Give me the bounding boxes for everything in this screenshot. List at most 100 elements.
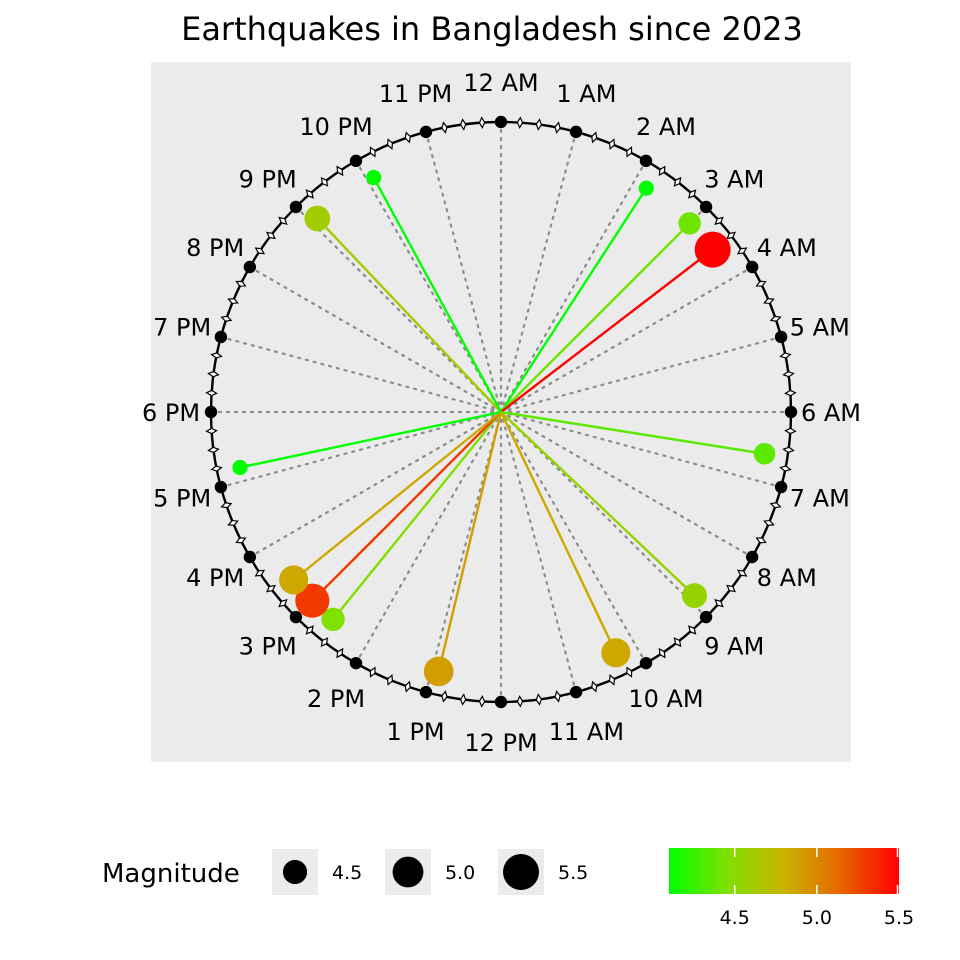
quarter-hour-tick	[478, 116, 486, 129]
quarter-hour-tick	[205, 427, 218, 435]
hour-marker	[349, 154, 363, 168]
colorbar-label: 5.5	[884, 907, 914, 929]
quarter-hour-tick	[626, 666, 633, 678]
hour-marker	[745, 260, 759, 274]
earthquake-spoke	[239, 410, 502, 469]
hour-gridline	[294, 205, 503, 414]
quarter-hour-tick	[320, 637, 329, 648]
quarter-hour-tick	[210, 465, 223, 472]
quarter-hour-tick	[278, 216, 288, 225]
hour-gridline	[499, 410, 708, 619]
earthquake-spoke	[499, 411, 617, 654]
earthquake-point	[678, 212, 701, 235]
hour-marker	[214, 330, 228, 344]
size-legend-label: 4.5	[332, 862, 362, 884]
quarter-hour-tick	[441, 121, 448, 134]
hour-marker	[774, 330, 788, 344]
hour-gridline	[499, 130, 578, 414]
quarter-hour-tick	[369, 146, 376, 158]
earthquake-spoke	[332, 411, 502, 621]
hour-label: 10 AM	[628, 685, 703, 713]
quarter-hour-tick	[769, 502, 782, 509]
hour-gridline	[499, 410, 578, 694]
size-legend-symbol	[392, 856, 424, 888]
quarter-hour-tick	[673, 176, 682, 187]
hour-label: 6 PM	[142, 399, 200, 427]
hour-gridline	[499, 410, 754, 559]
hour-label: 9 PM	[239, 166, 297, 194]
earthquake-spokes	[239, 176, 765, 672]
quarter-hour-tick	[265, 231, 276, 240]
hour-gridline	[248, 265, 503, 414]
size-legend-label: 5.5	[558, 862, 588, 884]
hour-label: 3 PM	[239, 632, 297, 660]
quarter-hour-tick	[305, 625, 314, 635]
hour-gridline	[499, 159, 648, 414]
earthquake-spoke	[292, 411, 502, 581]
quarter-hour-tick	[726, 231, 737, 240]
colorbar-label: 5.0	[802, 907, 832, 929]
hour-label: 9 AM	[704, 632, 764, 660]
hour-marker	[639, 656, 653, 670]
quarter-hour-tick	[608, 674, 616, 686]
hour-gridline	[499, 410, 648, 665]
hour-label: 5 PM	[153, 484, 211, 512]
hour-gridline	[499, 265, 754, 414]
earthquake-spoke	[311, 411, 502, 602]
quarter-hour-tick	[755, 280, 767, 287]
earthquake-point	[321, 607, 345, 632]
hour-marker	[569, 125, 583, 139]
quarter-hour-tick	[227, 297, 239, 305]
quarter-hour-tick	[554, 121, 561, 134]
chart-title: Earthquakes in Bangladesh since 2023	[181, 10, 803, 48]
quarter-hour-tick	[386, 138, 394, 150]
quarter-hour-tick	[235, 280, 247, 287]
earthquake-point	[232, 459, 248, 476]
hour-labels: 12 AM 1 AM 2 AM 3 AM 4 AM 5 AM 6 AM 7 AM 8 AM 9 A…	[142, 69, 861, 757]
quarter-hour-tick	[658, 165, 666, 177]
earthquake-spoke	[372, 176, 503, 413]
hour-label: 8 AM	[757, 564, 817, 592]
quarter-hour-tick	[714, 216, 724, 225]
hour-gridline	[219, 335, 503, 414]
earthquake-point	[694, 231, 731, 268]
earthquake-point	[638, 180, 654, 196]
color-legend: 4.5 5.0 5.5	[669, 848, 914, 929]
earthquake-spoke	[499, 187, 648, 413]
quarter-hour-tick	[459, 693, 467, 706]
hour-gridline	[354, 159, 503, 414]
quarter-hour-tick	[779, 465, 792, 472]
quarter-hour-tick	[782, 446, 795, 454]
quarter-hour-tick	[404, 131, 411, 144]
quarter-hour-tick	[554, 690, 561, 703]
hour-gridline	[499, 410, 783, 489]
hour-gridline	[499, 335, 783, 414]
quarter-hour-tick	[516, 695, 524, 708]
quarter-hour-tick	[673, 637, 682, 648]
quarter-hour-tick	[227, 519, 239, 527]
quarter-hour-tick	[369, 666, 376, 678]
earthquake-point	[295, 583, 330, 618]
hour-marker	[289, 610, 303, 624]
quarter-hour-tick	[459, 118, 467, 131]
earthquake-point	[279, 565, 309, 595]
quarter-hour-tick	[736, 569, 748, 577]
hour-marker	[214, 480, 228, 494]
earthquake-point	[304, 205, 331, 232]
size-legend-symbol	[282, 859, 308, 885]
hour-marker	[699, 610, 713, 624]
quarter-hour-tick	[254, 569, 266, 577]
quarter-hour-tick	[336, 647, 344, 659]
quarter-hour-tick	[278, 599, 288, 608]
earthquake-point	[366, 169, 382, 186]
quarter-hour-tick	[320, 176, 329, 187]
hour-marker	[494, 695, 508, 709]
hour-marker	[243, 260, 257, 274]
quarter-hour-tick	[535, 693, 543, 706]
quarter-hour-tick	[220, 502, 233, 509]
quarter-hour-tick	[782, 370, 795, 378]
earthquake-point	[423, 656, 454, 687]
hour-marker	[289, 200, 303, 214]
colorbar	[669, 848, 899, 894]
